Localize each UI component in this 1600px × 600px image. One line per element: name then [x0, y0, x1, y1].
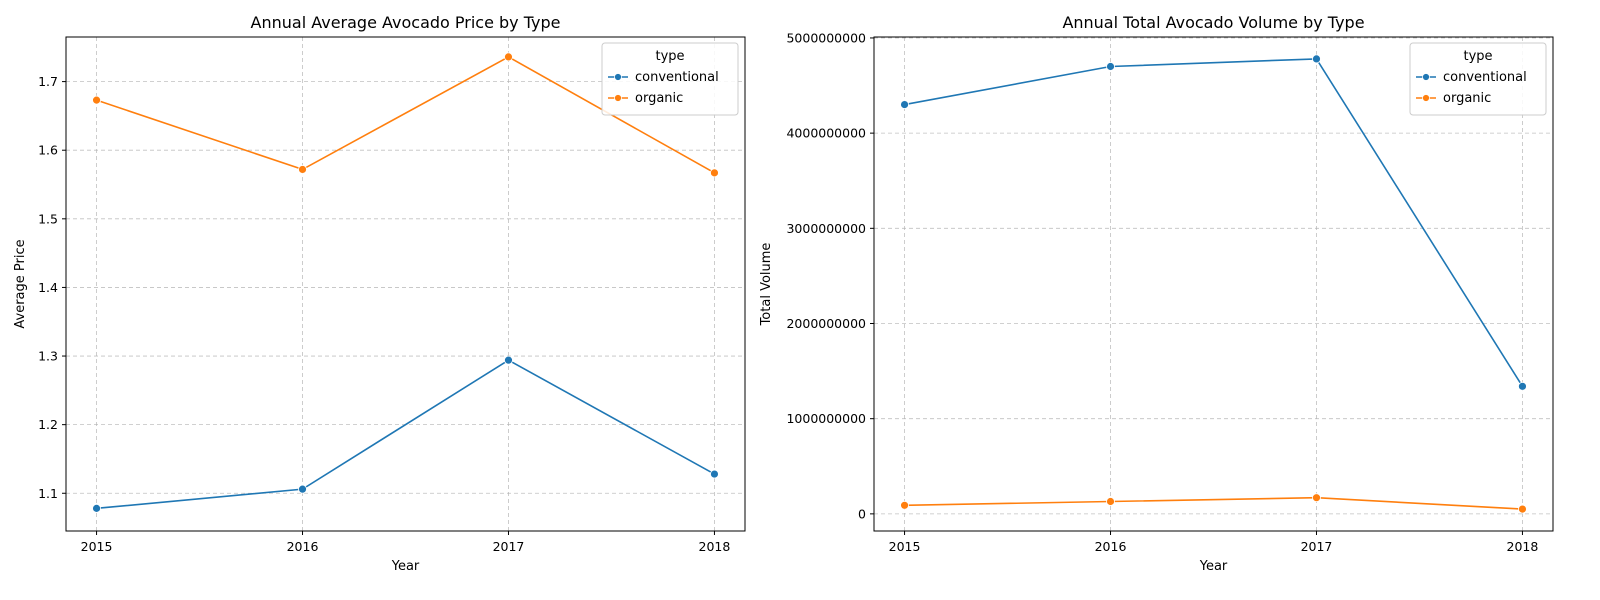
- data-point-conventional: [710, 469, 719, 479]
- y-tick-label: 1.3: [38, 349, 58, 364]
- data-point-organic: [504, 52, 513, 62]
- y-tick-label: 1.6: [38, 143, 58, 158]
- data-point-conventional: [298, 484, 307, 494]
- data-point-organic: [900, 500, 909, 510]
- legend: type conventional organic: [1409, 42, 1547, 116]
- plot-frame: [873, 36, 1554, 532]
- legend-swatch-marker: [1422, 94, 1430, 102]
- data-point-organic: [1106, 497, 1115, 506]
- data-point-organic: [710, 168, 719, 178]
- legend-title: type: [655, 49, 684, 64]
- x-axis-label: Year: [1199, 559, 1228, 574]
- y-axis-label: Average Price: [13, 239, 28, 328]
- data-point-organic: [298, 165, 307, 174]
- data-point-conventional: [900, 100, 909, 109]
- x-tick-label: 2016: [287, 539, 319, 554]
- y-tick-label: 4000000000: [786, 126, 866, 141]
- y-tick-label: 0: [858, 506, 866, 521]
- x-tick-label: 2015: [81, 539, 113, 554]
- legend-title: type: [1463, 49, 1492, 64]
- legend-swatch-marker: [614, 94, 622, 102]
- x-tick-label: 2017: [493, 539, 525, 554]
- y-tick-label: 1.5: [38, 211, 58, 226]
- legend-swatch-marker: [614, 73, 622, 81]
- legend-entry-conventional: conventional: [635, 70, 719, 85]
- series-line-organic: [904, 496, 1523, 510]
- x-tick-label: 2016: [1095, 539, 1127, 554]
- legend-entry-organic: organic: [635, 91, 683, 106]
- plot-frame: [65, 36, 746, 532]
- x-tick-label: 2015: [889, 539, 921, 554]
- data-point-organic: [1312, 493, 1321, 503]
- x-tick-label: 2017: [1301, 539, 1333, 554]
- data-point-organic: [1518, 504, 1527, 514]
- chart-title: Annual Average Avocado Price by Type: [251, 13, 561, 32]
- y-tick-label: 1.2: [38, 417, 58, 432]
- series-line-conventional: [96, 359, 715, 510]
- chart-1: 1.1 1.2 1.3 1.4 1.5 1.6 1.7 2015 2016 2017 2018 Ann…: [13, 13, 746, 574]
- y-tick-label: 5000000000: [786, 30, 866, 45]
- y-tick-label: 3000000000: [786, 221, 866, 236]
- data-point-conventional: [1106, 62, 1115, 71]
- legend-box: [1409, 42, 1547, 116]
- data-point-conventional: [504, 355, 513, 365]
- data-point-conventional: [92, 503, 101, 513]
- data-point-conventional: [1312, 54, 1321, 64]
- legend-entry-organic: organic: [1443, 91, 1491, 106]
- y-tick-label: 1000000000: [786, 411, 866, 426]
- chart-title: Annual Total Avocado Volume by Type: [1062, 13, 1364, 32]
- legend: type conventional organic: [601, 42, 739, 116]
- y-tick-label: 1.7: [38, 74, 58, 89]
- data-point-organic: [92, 95, 101, 105]
- x-axis-label: Year: [391, 559, 420, 574]
- legend-entry-conventional: conventional: [1443, 70, 1527, 85]
- y-tick-label: 2000000000: [786, 316, 866, 331]
- x-tick-label: 2018: [1507, 539, 1539, 554]
- y-axis-label: Total Volume: [759, 243, 774, 327]
- chart-2: 0 1000000000 2000000000 3000000000 400000000…: [759, 13, 1554, 574]
- y-tick-label: 1.4: [38, 280, 58, 295]
- legend-swatch-marker: [1422, 73, 1430, 81]
- legend-box: [601, 42, 739, 116]
- x-tick-label: 2018: [699, 539, 731, 554]
- series-line-conventional: [904, 58, 1524, 387]
- y-tick-label: 1.1: [38, 486, 58, 501]
- data-point-conventional: [1518, 381, 1527, 391]
